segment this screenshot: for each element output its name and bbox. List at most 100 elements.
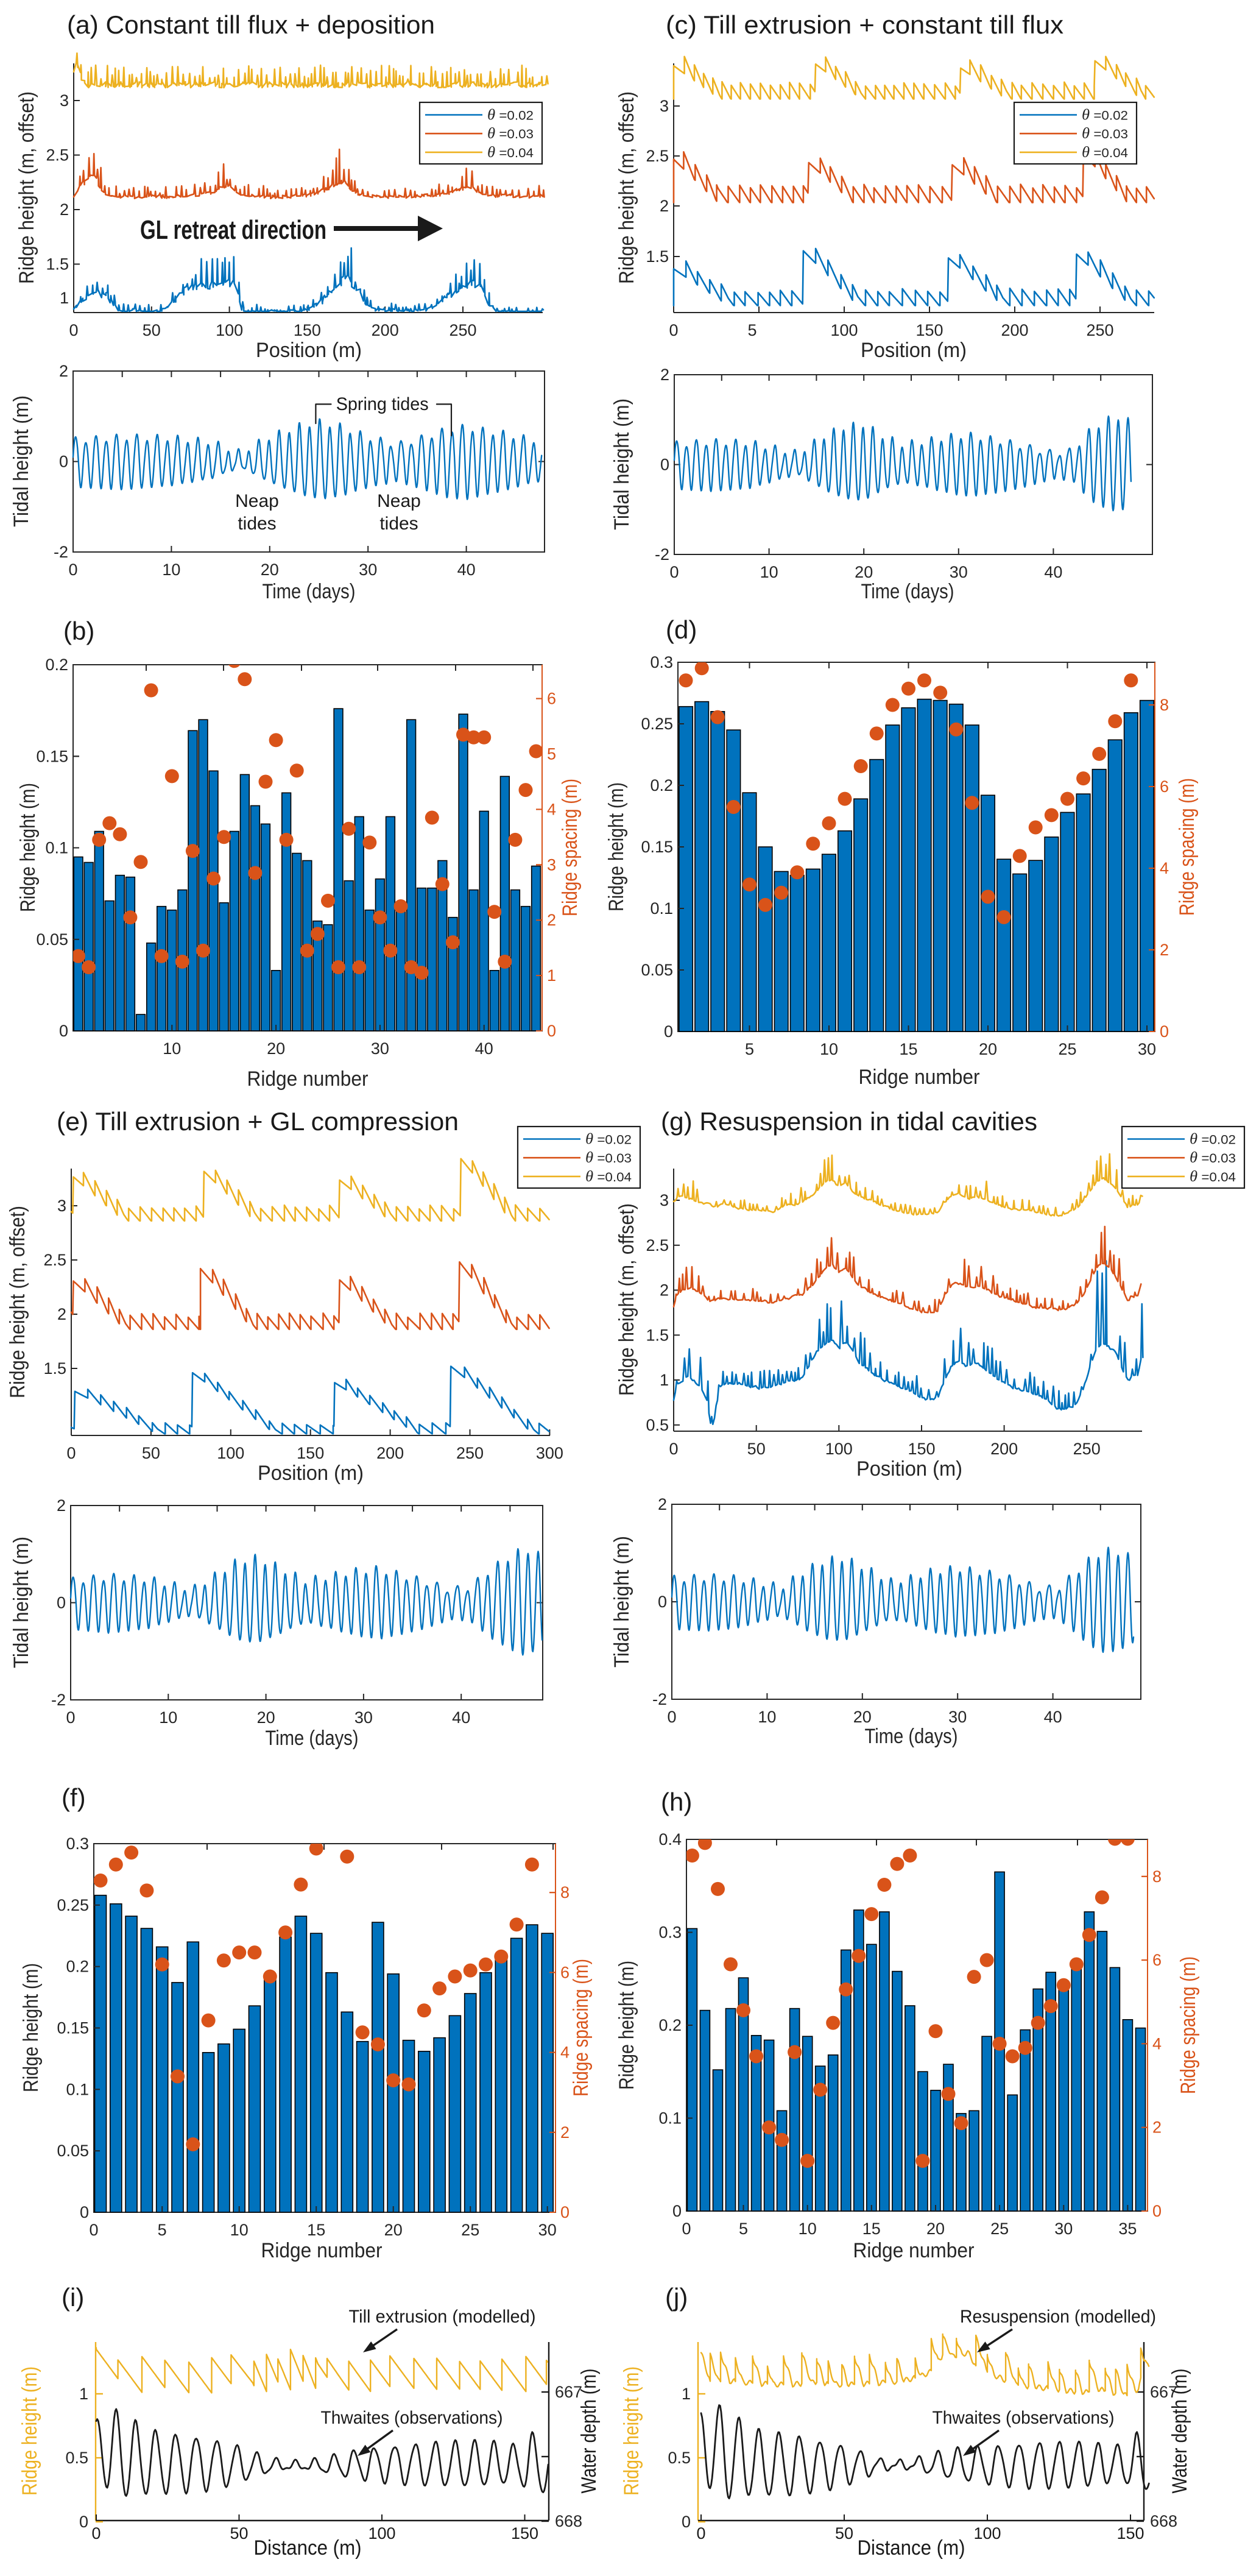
- svg-text:50: 50: [747, 1440, 766, 1458]
- svg-text:150: 150: [908, 1440, 935, 1458]
- svg-text:2.5: 2.5: [646, 1236, 669, 1254]
- svg-text:GL retreat direction: GL retreat direction: [140, 215, 326, 245]
- svg-text:20: 20: [926, 2220, 945, 2238]
- svg-text:50: 50: [230, 2524, 248, 2542]
- svg-text:Ridge height (m, offset): Ridge height (m, offset): [615, 1203, 638, 1396]
- svg-text:Ridge height (m, offset): Ridge height (m, offset): [6, 1206, 29, 1398]
- svg-text:30: 30: [1054, 2220, 1073, 2238]
- svg-text:150: 150: [294, 321, 321, 339]
- svg-text:Ridge spacing (m): Ridge spacing (m): [559, 779, 582, 916]
- svg-text:667: 667: [1150, 2383, 1177, 2401]
- svg-text:(j): (j): [665, 2283, 688, 2312]
- svg-text:30: 30: [538, 2221, 557, 2239]
- svg-text:100: 100: [368, 2524, 395, 2542]
- svg-text:3: 3: [547, 855, 556, 874]
- svg-text:Neap: Neap: [377, 491, 421, 511]
- svg-text:20: 20: [261, 561, 279, 579]
- svg-text:θ =0.04: θ =0.04: [1082, 144, 1128, 161]
- svg-text:tides: tides: [238, 514, 276, 534]
- svg-text:15: 15: [862, 2220, 881, 2238]
- svg-text:1.5: 1.5: [46, 255, 69, 274]
- svg-text:0: 0: [1152, 2202, 1162, 2220]
- svg-text:20: 20: [267, 1039, 285, 1058]
- svg-text:1.5: 1.5: [43, 1359, 66, 1378]
- svg-text:θ =0.04: θ =0.04: [585, 1169, 632, 1185]
- svg-text:8: 8: [1152, 1867, 1162, 1886]
- svg-text:0: 0: [669, 321, 678, 339]
- svg-text:150: 150: [511, 2524, 538, 2542]
- svg-text:Position (m): Position (m): [861, 339, 967, 362]
- svg-text:Ridge spacing (m): Ridge spacing (m): [1176, 778, 1199, 916]
- svg-text:668: 668: [1150, 2512, 1177, 2530]
- svg-text:20: 20: [855, 563, 873, 581]
- svg-text:0.1: 0.1: [650, 899, 673, 918]
- svg-text:Position (m): Position (m): [256, 339, 362, 362]
- svg-text:200: 200: [990, 1440, 1018, 1458]
- svg-text:Ridge number: Ridge number: [247, 1067, 369, 1091]
- svg-text:3: 3: [57, 1197, 66, 1215]
- svg-text:0.3: 0.3: [650, 653, 673, 671]
- svg-text:25: 25: [1058, 1040, 1076, 1058]
- svg-text:-2: -2: [655, 545, 669, 564]
- svg-text:5: 5: [747, 321, 756, 339]
- svg-text:30: 30: [948, 1708, 967, 1726]
- svg-text:θ =0.02: θ =0.02: [487, 107, 534, 124]
- svg-text:40: 40: [475, 1039, 493, 1058]
- svg-text:10: 10: [760, 563, 778, 581]
- svg-text:(i): (i): [62, 2283, 84, 2312]
- svg-text:4: 4: [560, 2043, 570, 2062]
- svg-text:(c) Till extrusion + constant: (c) Till extrusion + constant till flux: [666, 10, 1063, 39]
- svg-text:Ridge height (m, offset): Ridge height (m, offset): [15, 91, 38, 284]
- svg-text:100: 100: [825, 1440, 853, 1458]
- svg-text:0.2: 0.2: [66, 1958, 89, 1976]
- svg-text:25: 25: [990, 2220, 1009, 2238]
- svg-text:10: 10: [799, 2220, 817, 2238]
- svg-text:30: 30: [1138, 1040, 1156, 1058]
- svg-text:4: 4: [1160, 859, 1169, 877]
- svg-text:0.05: 0.05: [57, 2142, 89, 2160]
- svg-text:20: 20: [979, 1040, 997, 1058]
- svg-text:0: 0: [59, 1022, 68, 1040]
- svg-text:Neap: Neap: [235, 491, 279, 511]
- svg-text:0: 0: [669, 1440, 678, 1458]
- svg-text:200: 200: [1001, 321, 1028, 339]
- svg-text:2: 2: [547, 911, 556, 929]
- svg-text:10: 10: [162, 561, 180, 579]
- svg-text:0: 0: [667, 1708, 676, 1726]
- svg-text:4: 4: [547, 800, 556, 818]
- svg-text:0.5: 0.5: [65, 2449, 88, 2467]
- svg-text:Thwaites (observations): Thwaites (observations): [321, 2408, 503, 2428]
- svg-text:(b): (b): [63, 617, 94, 645]
- svg-text:Ridge height (m, offset): Ridge height (m, offset): [615, 91, 638, 284]
- svg-text:10: 10: [230, 2221, 249, 2239]
- svg-text:0.5: 0.5: [668, 2449, 691, 2467]
- svg-text:50: 50: [142, 1444, 160, 1462]
- svg-text:15: 15: [307, 2221, 325, 2239]
- svg-text:50: 50: [835, 2524, 853, 2542]
- svg-text:200: 200: [376, 1444, 404, 1462]
- svg-text:0: 0: [1160, 1022, 1169, 1041]
- svg-text:Thwaites (observations): Thwaites (observations): [933, 2408, 1115, 2428]
- svg-text:0.25: 0.25: [57, 1896, 89, 1914]
- svg-text:0.15: 0.15: [36, 747, 68, 765]
- svg-text:40: 40: [1044, 563, 1062, 581]
- svg-text:0.05: 0.05: [641, 961, 673, 979]
- svg-text:(h): (h): [661, 1788, 692, 1816]
- svg-text:2: 2: [1152, 2118, 1162, 2137]
- svg-text:Ridge number: Ridge number: [261, 2239, 383, 2262]
- svg-text:3: 3: [660, 97, 669, 115]
- svg-text:0.3: 0.3: [66, 1835, 89, 1853]
- svg-text:8: 8: [1160, 696, 1169, 714]
- svg-text:Water depth (m): Water depth (m): [577, 2369, 601, 2494]
- svg-text:0.1: 0.1: [658, 2109, 682, 2128]
- svg-text:Time (days): Time (days): [263, 580, 356, 603]
- svg-text:0: 0: [664, 1022, 673, 1041]
- svg-text:Water depth (m): Water depth (m): [1168, 2369, 1191, 2494]
- svg-text:10: 10: [163, 1039, 181, 1058]
- svg-text:Position (m): Position (m): [258, 1462, 364, 1485]
- svg-text:0: 0: [682, 2220, 691, 2238]
- svg-text:0: 0: [66, 1444, 76, 1462]
- svg-text:3: 3: [660, 1191, 669, 1209]
- svg-text:0.2: 0.2: [45, 656, 68, 674]
- svg-text:Ridge spacing (m): Ridge spacing (m): [1177, 1956, 1200, 2094]
